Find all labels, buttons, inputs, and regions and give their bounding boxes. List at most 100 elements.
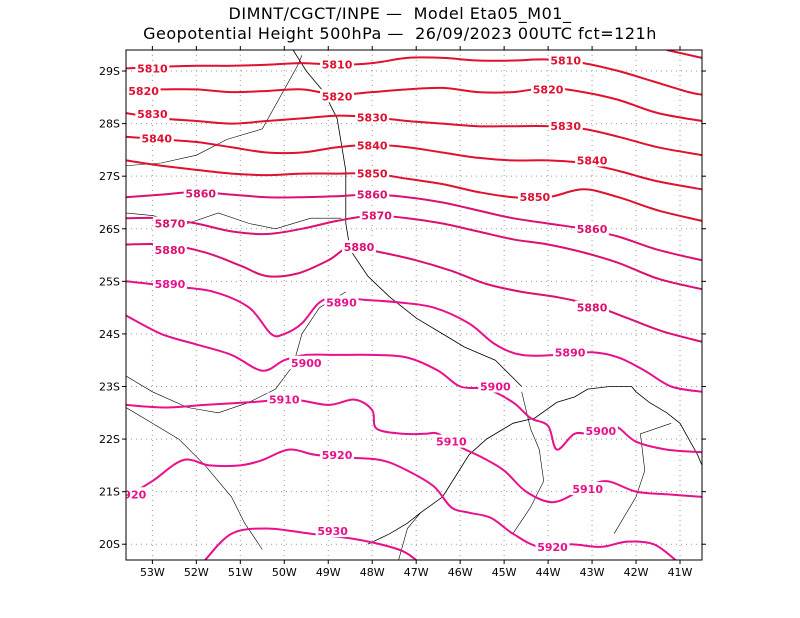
lon-tick-label: 43W [580,566,605,579]
contour-label: 5880 [577,302,608,315]
coastline-north [367,386,702,545]
contour-label: 5820 [322,90,353,103]
contour-label-bg [315,524,350,538]
contour-label: 5890 [155,278,186,291]
coastline-and-borders [126,50,702,560]
contour-label: 5810 [550,55,581,68]
contour-label: 5860 [577,223,608,236]
contour-label: 5890 [326,296,357,309]
contour-labels: 5930 920 5920 5920 5910 5910 5910 5900 5900 5900 5… [123,53,618,554]
lon-tick-label: 51W [228,566,253,579]
contour-label: 5920 [322,449,353,462]
contour-label-bg [126,84,161,98]
height-contours [126,50,702,560]
contour-line-5910 [126,398,702,504]
contour-line-5830 [126,112,702,157]
contour-line-5870 [126,214,702,291]
contour-label-bg [575,153,610,167]
contour-label: 5930 [317,525,348,538]
contour-label-bg [478,379,513,393]
contour-line-5840 [126,135,702,191]
contour-label: 5840 [357,140,388,153]
contour-label-bg [342,240,377,254]
contour-label-bg [434,434,469,448]
contour-line-5810 [126,56,702,96]
lat-tick-label: 26S [99,223,120,236]
lat-tick-label: 21S [99,486,120,499]
lon-tick-label: 42W [624,566,649,579]
lat-tick-label: 25S [99,275,120,288]
contour-label: 5830 [550,120,581,133]
lat-tick-label: 29S [99,65,120,78]
contour-label-bg [152,276,187,290]
contour-label-bg [152,216,187,230]
contour-label-bg [126,487,152,501]
lon-tick-label: 44W [536,566,561,579]
contour-line-5920 [126,448,677,560]
contour-label-bg [139,131,174,145]
lon-tick-label: 47W [404,566,429,579]
contour-label: 5820 [128,85,159,98]
lat-tick-label: 22S [99,433,120,446]
contour-label-bg [355,138,390,152]
contour-line-5850 [126,159,702,222]
contour-label-bg [553,345,588,359]
contour-label: 5870 [361,210,392,223]
lat-tick-label: 27S [99,170,120,183]
plot-frame [125,49,703,561]
lat-tick-label: 28S [99,118,120,131]
contour-label: 5860 [185,188,216,201]
state-border [512,391,545,534]
contour-label-bg [320,447,355,461]
contour-label-bg [583,424,618,438]
contour-label-bg [548,53,583,67]
contour-label: 5900 [291,357,322,370]
contour-label: 5850 [357,168,388,181]
contour-label: 5870 [155,218,186,231]
lon-tick-label: 49W [316,566,341,579]
contour-line-5860 [126,191,702,262]
contour-label-bg [517,190,552,204]
state-border [126,55,303,166]
lat-tick-label: 23S [99,380,120,393]
lat-tick-label: 24S [99,328,120,341]
contour-line-5880 [126,242,702,343]
contour-line-5820 [126,86,702,122]
contour-label: 5910 [436,436,467,449]
contour-line-5930 [204,527,417,560]
contour-label: 5830 [357,111,388,124]
contour-label: 5820 [533,83,564,96]
contour-label-bg [320,89,355,103]
contour-label: 5860 [357,189,388,202]
contour-line-partial [666,50,702,59]
contour-label: 5910 [269,394,300,407]
contour-label-bg [355,110,390,124]
contour-label-bg [289,355,324,369]
contour-label: 5880 [155,244,186,257]
contour-label: 5880 [344,241,375,254]
contour-label-bg [152,242,187,256]
lon-tick-label: 45W [492,566,517,579]
contour-label-bg [135,107,170,121]
contour-label-bg [135,61,170,75]
state-border [126,291,346,414]
coastline-south [292,50,522,387]
contour-label: 920 [123,488,146,501]
contour-label-bg [575,221,610,235]
contour-label-bg [548,119,583,133]
contour-label-bg [575,300,610,314]
contour-label-bg [531,82,566,96]
state-border [126,407,263,550]
contour-label: 5890 [555,346,586,359]
contour-label-bg [183,186,218,200]
lon-tick-label: 53W [140,566,165,579]
lon-tick-label: 52W [184,566,209,579]
state-border [613,423,672,534]
contour-label: 5840 [141,132,172,145]
contour-label: 5920 [537,541,568,554]
contour-line-5890 [126,280,702,393]
contour-label-bg [267,392,302,406]
contour-label: 5900 [586,425,617,438]
lon-tick-label: 41W [668,566,693,579]
